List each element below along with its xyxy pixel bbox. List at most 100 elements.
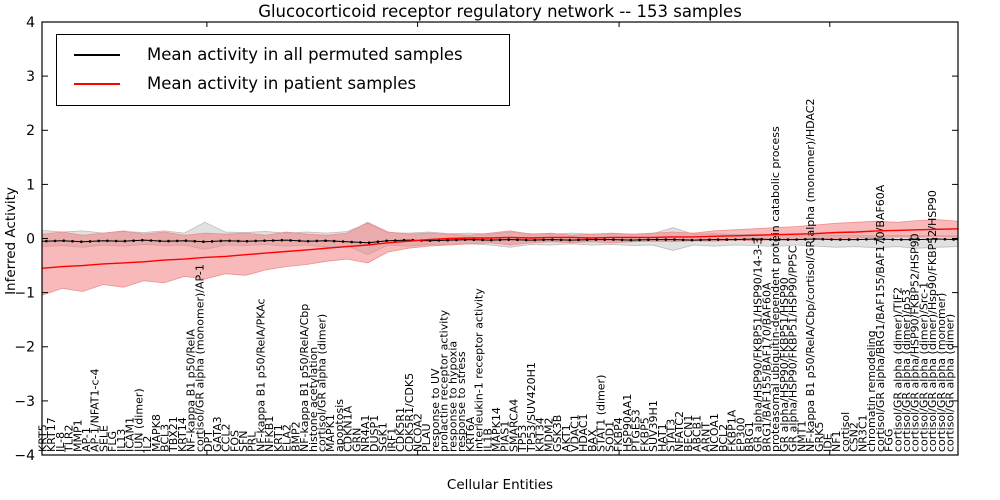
entity-label: CSN2 bbox=[848, 422, 861, 452]
permuted-mean-marker bbox=[359, 241, 362, 244]
permuted-mean-marker bbox=[708, 238, 711, 241]
permuted-mean-marker bbox=[53, 239, 57, 243]
entity-label: histone acetylation bbox=[307, 347, 320, 452]
entity-label: TP53/SUV420H1 bbox=[525, 362, 538, 453]
permuted-mean-marker bbox=[289, 239, 292, 242]
permuted-mean-marker bbox=[376, 240, 380, 243]
permuted-mean-marker bbox=[777, 238, 781, 241]
permuted-mean-marker bbox=[306, 239, 310, 243]
y-tick-label: −4 bbox=[14, 448, 35, 464]
permuted-mean-marker bbox=[71, 239, 74, 243]
entity-label: DUSP1 bbox=[368, 415, 381, 452]
entity-label: proteasomal ubiquitin-dependent protein … bbox=[769, 126, 782, 452]
entity-label: MAPK1 bbox=[324, 414, 337, 452]
patient-line-swatch bbox=[74, 82, 120, 85]
permuted-mean-marker bbox=[769, 238, 772, 241]
entity-label: PIAS1 bbox=[499, 421, 512, 452]
entity-label: IL13 bbox=[115, 429, 128, 452]
entity-label: BAX bbox=[586, 429, 599, 452]
permuted-mean-marker bbox=[551, 238, 554, 241]
permuted-mean-marker bbox=[891, 238, 894, 241]
permuted-mean-marker bbox=[577, 238, 580, 242]
entity-label: GR alpha/HSP90/FKBP51/HSP90 bbox=[778, 277, 791, 452]
permuted-mean-marker bbox=[647, 238, 650, 241]
permuted-mean-marker bbox=[315, 239, 319, 243]
entity-label: NR4A1 bbox=[359, 415, 372, 452]
entity-label: IL2 bbox=[141, 436, 154, 452]
permuted-mean-marker bbox=[149, 239, 153, 242]
entity-label: AP-1/NFAT1-c-4 bbox=[89, 368, 102, 452]
permuted-mean-marker bbox=[594, 238, 598, 241]
permuted-mean-marker bbox=[856, 238, 859, 241]
permuted-mean-marker bbox=[734, 238, 737, 241]
entity-label: FKBP4 bbox=[612, 417, 625, 452]
permuted-mean-marker bbox=[385, 239, 388, 243]
permuted-mean-marker bbox=[603, 238, 606, 241]
entity-label: GRN bbox=[350, 428, 363, 452]
legend-item-permuted: Mean activity in all permuted samples bbox=[57, 40, 509, 69]
entity-label: FLG bbox=[106, 431, 119, 452]
permuted-mean-marker bbox=[716, 238, 720, 241]
entity-label: NF1 bbox=[830, 430, 843, 452]
permuted-mean-marker bbox=[847, 238, 851, 241]
entity-label: cortisol/GR alpha (dimer) bbox=[944, 314, 957, 452]
y-tick-label: 0 bbox=[26, 231, 35, 247]
entity-label: MAPK14 bbox=[490, 407, 503, 452]
legend-label-permuted: Mean activity in all permuted samples bbox=[147, 45, 463, 64]
entity-label: NF-kappa B1 p50/RelA/Cbp/cortisol/GR alp… bbox=[804, 99, 817, 452]
entity-label: GR alpha/HSP90/FKBP51/HSP90/PP5C bbox=[787, 245, 800, 452]
entity-label: cortisol/GR alpha (dimer)/Src-1 bbox=[918, 282, 931, 452]
entity-label: cortisol/GR alpha (dimer)/Hsp90/FKBP52/H… bbox=[926, 190, 939, 452]
entity-label: PLAU bbox=[420, 423, 433, 452]
permuted-mean-marker bbox=[926, 238, 929, 241]
entity-label: NR3C1 bbox=[856, 414, 869, 452]
entity-label: PRL bbox=[246, 431, 259, 452]
permuted-mean-marker bbox=[725, 238, 729, 241]
entity-label: NFKB1 bbox=[263, 416, 276, 452]
permuted-mean-marker bbox=[821, 237, 825, 241]
entity-label: IL1B bbox=[481, 428, 494, 452]
permuted-mean-marker bbox=[341, 240, 345, 243]
entity-label: VDAC1 bbox=[569, 414, 582, 452]
permuted-mean-marker bbox=[193, 239, 196, 243]
entity-label: GSK3B bbox=[551, 415, 564, 452]
permuted-mean-marker bbox=[97, 239, 100, 243]
permuted-mean-marker bbox=[568, 238, 572, 242]
permuted-mean-marker bbox=[167, 239, 170, 243]
permuted-mean-marker bbox=[507, 238, 511, 241]
permuted-mean-marker bbox=[481, 238, 484, 242]
permuted-mean-marker bbox=[681, 238, 685, 242]
permuted-mean-marker bbox=[202, 240, 205, 243]
permuted-mean-marker bbox=[175, 239, 179, 243]
entity-label: CCL2 bbox=[220, 424, 233, 453]
entity-label: IL-8 bbox=[54, 432, 67, 452]
permuted-mean-marker bbox=[699, 238, 702, 242]
entity-label: KRT14 bbox=[176, 417, 189, 452]
entity-label: HSP90AA1 bbox=[621, 394, 634, 452]
entity-label: NF-kappa B1 p50/RelA/Cbp bbox=[298, 304, 311, 452]
permuted-mean-marker bbox=[943, 237, 947, 241]
entity-label: BRG1 bbox=[743, 421, 756, 452]
plot-frame bbox=[41, 21, 959, 456]
permuted-mean-marker bbox=[620, 238, 624, 242]
permuted-mean-marker bbox=[245, 239, 249, 243]
permuted-mean-marker bbox=[254, 239, 257, 243]
entity-label: CDK5R1 bbox=[394, 407, 407, 452]
y-tick-label: 1 bbox=[26, 177, 35, 193]
permuted-mean-marker bbox=[141, 238, 144, 242]
permuted-mean-marker bbox=[498, 238, 502, 242]
entity-label: ELA2 bbox=[281, 424, 294, 452]
permuted-mean-marker bbox=[629, 238, 633, 242]
entity-label: KRT6A bbox=[464, 416, 477, 452]
permuted-mean-marker bbox=[900, 238, 903, 241]
entity-label: SOD1 bbox=[603, 421, 616, 452]
chart-title: Glucocorticoid receptor regulatory netwo… bbox=[258, 2, 742, 21]
entity-label: MDM2 bbox=[542, 418, 555, 452]
entity-label: cortisol/GR alpha (dimer)/TIF2 bbox=[891, 287, 904, 452]
entity-label: FKBP5 bbox=[638, 417, 651, 452]
permuted-mean-marker bbox=[472, 238, 476, 241]
permuted-mean-marker bbox=[184, 239, 188, 242]
entity-label: response to stress bbox=[455, 351, 468, 452]
